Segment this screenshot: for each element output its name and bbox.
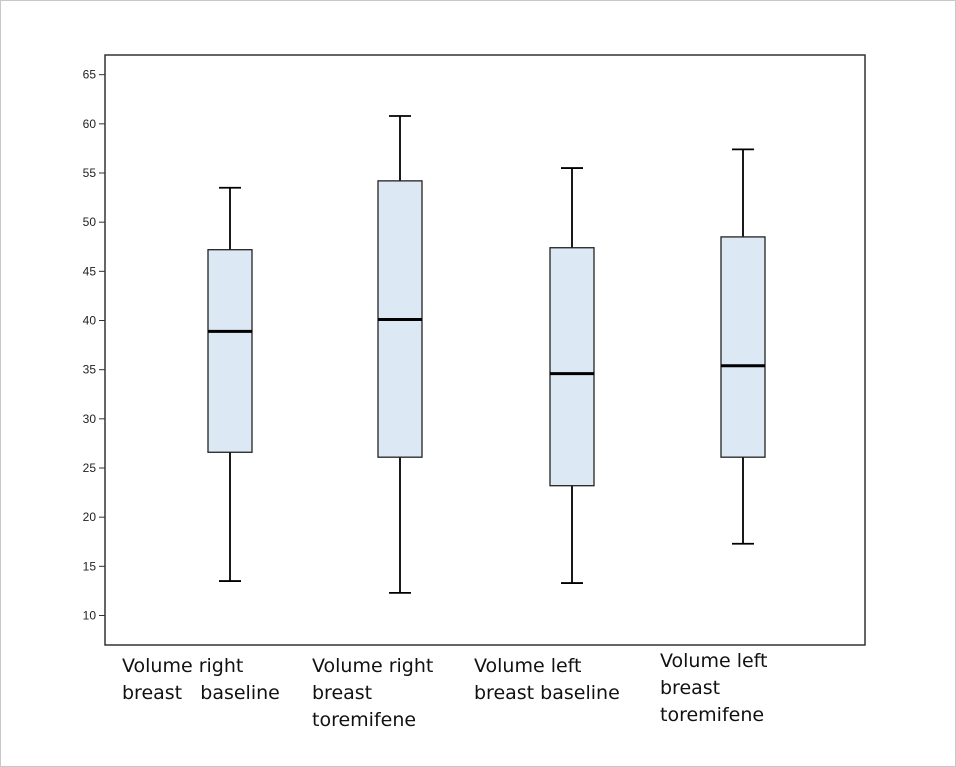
- plot-area: [104, 54, 866, 646]
- category-label-3: Volume left breast baseline: [474, 655, 620, 704]
- y-tick-label: 10: [83, 609, 97, 623]
- y-tick-label: 40: [83, 314, 97, 328]
- box-4: [720, 148, 766, 545]
- y-tick-label: 55: [83, 166, 97, 180]
- y-tick-label: 50: [83, 215, 97, 229]
- iqr-box: [720, 236, 766, 458]
- y-axis: 10 15 20 25 30 35 40 45 50 55 60 65: [83, 68, 105, 623]
- y-tick-label: 45: [83, 264, 97, 278]
- box-1: [207, 186, 253, 582]
- iqr-box: [207, 249, 253, 453]
- y-tick-label: 25: [83, 461, 97, 475]
- y-tick-label: 35: [83, 363, 97, 377]
- box-2: [377, 115, 423, 594]
- y-tick-label: 30: [83, 412, 97, 426]
- category-label-4: Volume left breast toremifene: [660, 650, 768, 726]
- category-label-1: Volume right breast baseline: [122, 655, 280, 704]
- y-tick-label: 20: [83, 510, 97, 524]
- iqr-box: [549, 247, 595, 487]
- y-tick-label: 65: [83, 68, 97, 82]
- boxes-group: [207, 115, 766, 594]
- y-tick-label: 15: [83, 559, 97, 573]
- y-tick-label: 60: [83, 117, 97, 131]
- category-label-2: Volume right breast toremifene: [312, 655, 434, 731]
- box-3: [549, 167, 595, 584]
